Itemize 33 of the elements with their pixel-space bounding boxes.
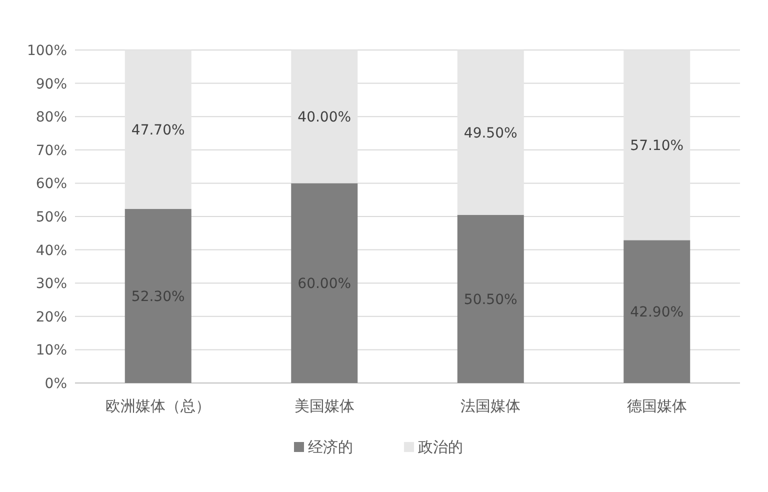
y-tick-label: 40% [36, 242, 67, 259]
bar [457, 50, 524, 215]
y-tick-label: 50% [36, 210, 67, 226]
data-label: 52.30% [131, 288, 185, 305]
y-tick-label: 70% [36, 142, 67, 159]
y-tick-label: 20% [36, 309, 67, 326]
data-label: 49.50% [464, 125, 518, 142]
bar [624, 50, 690, 240]
data-label: 57.10% [630, 138, 684, 154]
y-tick-label: 100% [26, 43, 67, 59]
legend-label: 政治的 [418, 438, 463, 456]
y-tick-label: 60% [36, 176, 67, 192]
bar [291, 50, 358, 184]
x-tick-label: 法国媒体 [460, 397, 521, 415]
y-tick-label: 90% [36, 76, 67, 92]
data-label: 47.70% [131, 122, 185, 138]
bar [124, 208, 192, 383]
bar [291, 183, 358, 383]
bar [124, 50, 192, 209]
y-tick-label: 10% [36, 342, 67, 359]
y-tick-label: 80% [36, 110, 67, 126]
data-label: 42.90% [630, 304, 684, 321]
legend-label: 经济的 [308, 438, 353, 456]
data-label: 50.50% [464, 292, 518, 308]
data-label: 60.00% [298, 276, 352, 292]
y-tick-label: 30% [36, 276, 67, 292]
bar [457, 214, 524, 383]
y-tick-label: 0% [44, 376, 67, 392]
x-tick-label: 美国媒体 [294, 397, 354, 415]
data-label: 40.00% [298, 110, 352, 126]
x-tick-label: 德国媒体 [626, 397, 687, 415]
bar [624, 240, 690, 383]
x-tick-label: 欧洲媒体（总） [106, 397, 211, 415]
